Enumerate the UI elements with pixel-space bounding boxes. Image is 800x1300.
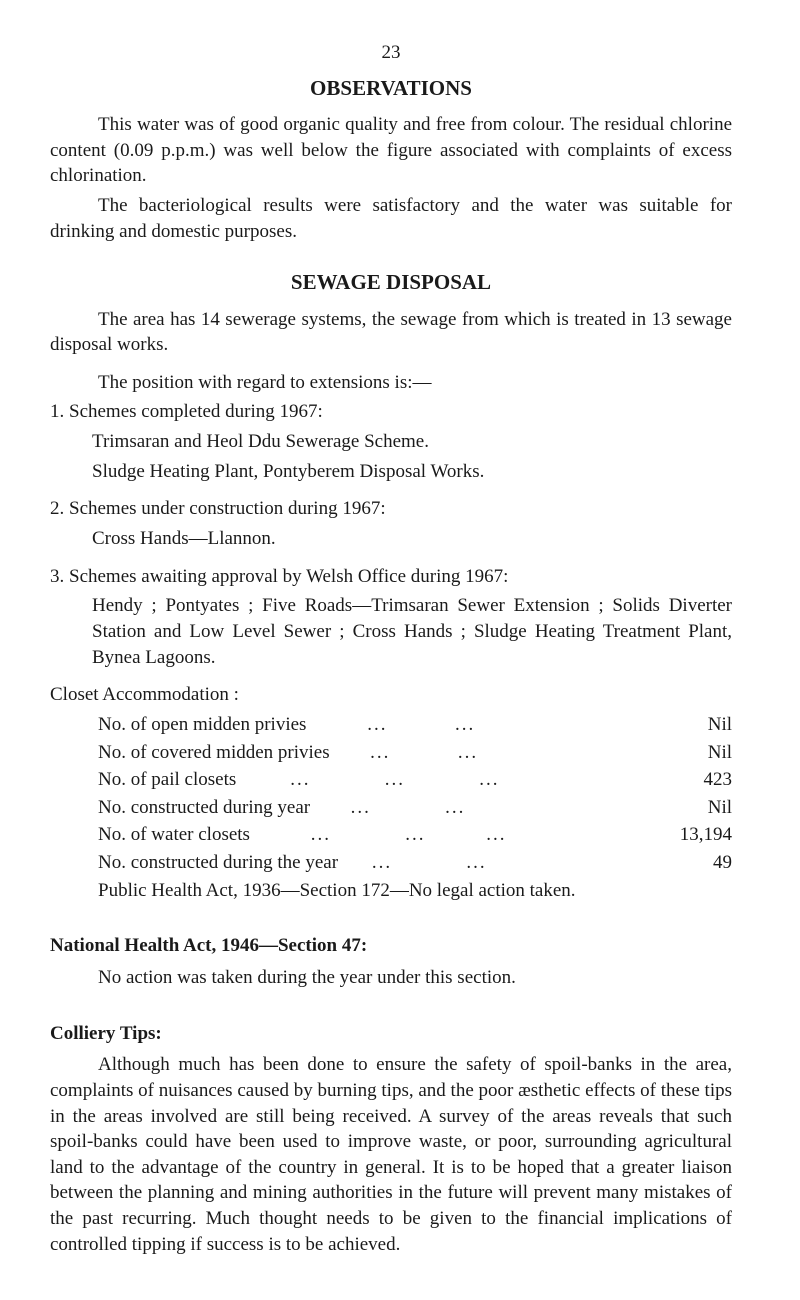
observations-p1: This water was of good organic quality a… bbox=[50, 112, 732, 189]
closet-label: No. constructed during year ... ... bbox=[98, 795, 652, 821]
national-p1: No action was taken during the year unde… bbox=[50, 965, 732, 991]
closet-value: Nil bbox=[652, 712, 732, 738]
closet-row: No. of covered midden privies ... ... Ni… bbox=[98, 740, 732, 766]
sewage-item1: 1. Schemes completed during 1967: bbox=[50, 399, 732, 425]
closet-value: Nil bbox=[652, 740, 732, 766]
closet-value: 49 bbox=[652, 850, 732, 876]
closet-label: No. of pail closets ... ... ... bbox=[98, 767, 652, 793]
closet-row: No. constructed during year ... ... Nil bbox=[98, 795, 732, 821]
sewage-item1a: Trimsaran and Heol Ddu Sewerage Scheme. bbox=[50, 429, 732, 455]
sewage-p1: The area has 14 sewerage systems, the se… bbox=[50, 307, 732, 358]
colliery-p1: Although much has been done to ensure th… bbox=[50, 1052, 732, 1257]
sewage-item2a: Cross Hands—Llannon. bbox=[50, 526, 732, 552]
closet-value: 13,194 bbox=[652, 822, 732, 848]
closet-label: No. of water closets ... ... ... bbox=[98, 822, 652, 848]
sewage-p2: The position with regard to extensions i… bbox=[50, 370, 732, 396]
closet-row: No. of water closets ... ... ... 13,194 bbox=[98, 822, 732, 848]
sewage-item2: 2. Schemes under construction during 196… bbox=[50, 496, 732, 522]
sewage-title: SEWAGE DISPOSAL bbox=[50, 268, 732, 296]
closet-row: No. of pail closets ... ... ... 423 bbox=[98, 767, 732, 793]
observations-title: OBSERVATIONS bbox=[50, 74, 732, 102]
closet-title: Closet Accommodation : bbox=[50, 682, 732, 708]
closet-list: No. of open midden privies ... ... Nil N… bbox=[50, 712, 732, 876]
closet-note: Public Health Act, 1936—Section 172—No l… bbox=[50, 878, 732, 904]
sewage-item1b: Sludge Heating Plant, Pontyberem Disposa… bbox=[50, 459, 732, 485]
closet-row: No. constructed during the year ... ... … bbox=[98, 850, 732, 876]
closet-label: No. constructed during the year ... ... bbox=[98, 850, 652, 876]
observations-p2: The bacteriological results were satisfa… bbox=[50, 193, 732, 244]
closet-label: No. of open midden privies ... ... bbox=[98, 712, 652, 738]
closet-row: No. of open midden privies ... ... Nil bbox=[98, 712, 732, 738]
colliery-title: Colliery Tips: bbox=[50, 1021, 732, 1047]
sewage-item3a: Hendy ; Pontyates ; Five Roads—Trimsaran… bbox=[50, 593, 732, 670]
page-number: 23 bbox=[50, 40, 732, 66]
closet-value: Nil bbox=[652, 795, 732, 821]
national-title: National Health Act, 1946—Section 47: bbox=[50, 933, 732, 959]
closet-value: 423 bbox=[652, 767, 732, 793]
sewage-item3: 3. Schemes awaiting approval by Welsh Of… bbox=[50, 564, 732, 590]
closet-label: No. of covered midden privies ... ... bbox=[98, 740, 652, 766]
